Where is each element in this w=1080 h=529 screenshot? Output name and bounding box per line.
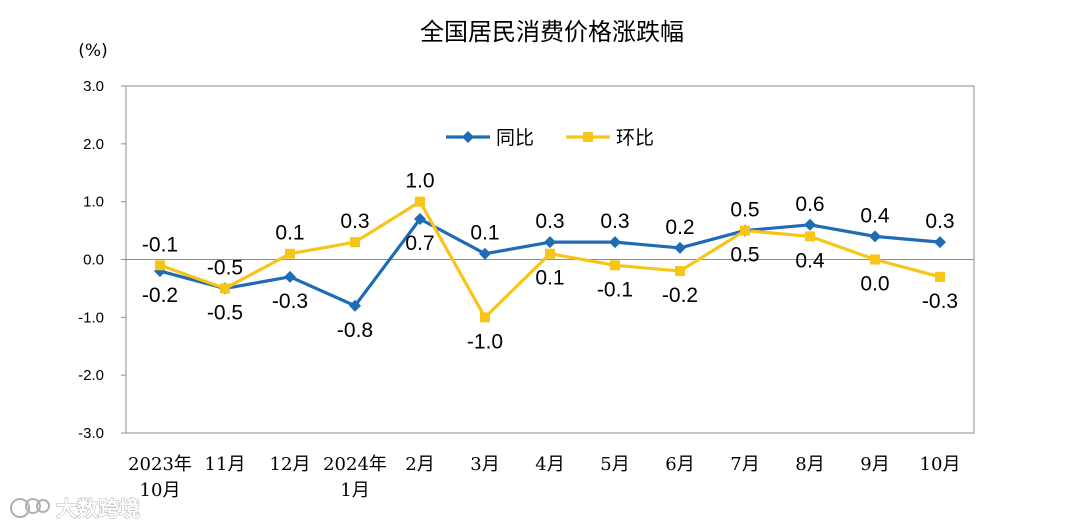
yoy-point [674, 241, 686, 254]
y-tick-label: 1.0 [83, 194, 104, 211]
y-tick-label: 0.0 [83, 252, 104, 269]
x-tick-label: 10月 [920, 454, 961, 475]
legend-marker-square [583, 132, 593, 142]
yoy-data-label: -0.5 [207, 301, 243, 324]
y-tick-label: -3.0 [78, 425, 104, 442]
legend-label: 环比 [616, 127, 654, 149]
mom-point [740, 225, 750, 236]
x-tick-label: 12月 [270, 454, 311, 475]
x-axis: 2023年 10月 11月 12月 2024年 1月 2月 3月 4月 5月 6月 7月 8月 9月 10月 [128, 454, 960, 501]
mom-point [935, 271, 945, 282]
x-tick-label: 2023年 [128, 454, 192, 475]
x-tick-label: 6月 [665, 454, 694, 475]
watermark-text: 大数跨境 [56, 497, 140, 521]
mom-data-label: -0.3 [922, 290, 958, 313]
x-tick-label: 5月 [600, 454, 629, 475]
mom-point [220, 283, 230, 294]
yoy-data-label: 0.5 [730, 199, 759, 222]
yoy-point [804, 218, 816, 231]
yoy-data-label: -0.3 [272, 290, 308, 313]
mom-data-label: 0.1 [275, 222, 304, 245]
mom-data-label: -0.1 [142, 233, 178, 256]
legend-marker-diamond [462, 131, 474, 143]
chart-title: 全国居民消费价格涨跌幅 [420, 18, 684, 46]
x-tick-label: 4月 [535, 454, 564, 475]
y-tick-label: -1.0 [78, 309, 104, 326]
series-markers [154, 196, 946, 323]
yoy-point [869, 230, 881, 243]
yoy-data-label: 0.6 [795, 193, 824, 216]
mom-data-label: 0.1 [535, 267, 564, 290]
yoy-point [479, 247, 491, 260]
mom-data-label: -0.2 [662, 284, 698, 307]
yoy-data-label: 0.4 [860, 204, 890, 227]
x-tick-label: 11月 [205, 454, 246, 475]
watermark-logo-icon [10, 498, 50, 518]
mom-point [805, 231, 815, 242]
mom-point [870, 254, 880, 265]
yoy-point [414, 213, 426, 226]
legend-label: 同比 [496, 127, 534, 149]
mom-point [545, 248, 555, 259]
x-tick-label: 1月 [340, 480, 369, 501]
mom-data-label: 0.5 [730, 244, 759, 267]
mom-data-label: 0.3 [340, 210, 369, 233]
mom-point [155, 260, 165, 271]
y-tick-label: -2.0 [78, 367, 104, 384]
x-tick-label: 7月 [730, 454, 759, 475]
y-tick-label: 3.0 [83, 78, 104, 95]
yoy-data-label: 0.1 [470, 222, 499, 245]
yoy-data-label: 0.2 [665, 216, 694, 239]
yoy-point [284, 270, 296, 283]
mom-data-label: -1.0 [467, 330, 503, 353]
legend: 同比 环比 [446, 127, 654, 149]
yoy-data-label: 0.3 [600, 210, 629, 233]
x-tick-label: 10月 [140, 480, 181, 501]
x-tick-label: 2024年 [323, 454, 387, 475]
y-axis: 3.0 2.0 1.0 0.0 -1.0 -2.0 -3.0 [78, 78, 126, 442]
yoy-point [544, 236, 556, 249]
mom-point [285, 248, 295, 259]
mom-point [480, 312, 490, 323]
yoy-data-label: 0.3 [535, 210, 564, 233]
mom-point [675, 266, 685, 277]
mom-point [610, 260, 620, 271]
y-tick-label: 2.0 [83, 136, 104, 153]
yoy-data-label: 0.3 [925, 210, 954, 233]
yoy-data-label: -0.2 [142, 284, 178, 307]
mom-data-label: 1.0 [405, 170, 434, 193]
mom-data-label: 0.0 [860, 273, 889, 296]
mom-point [415, 196, 425, 207]
x-tick-label: 3月 [470, 454, 499, 475]
mom-data-label: -0.1 [597, 278, 633, 301]
mom-point [350, 237, 360, 248]
yoy-point [934, 236, 946, 249]
x-tick-label: 2月 [405, 454, 434, 475]
x-tick-label: 8月 [795, 454, 824, 475]
y-axis-unit: (%) [78, 41, 107, 61]
yoy-data-label: 0.7 [405, 232, 434, 255]
yoy-point [349, 299, 361, 312]
yoy-data-label: -0.8 [337, 319, 373, 342]
mom-data-label: -0.5 [207, 256, 243, 279]
data-labels: -0.2 -0.5 -0.3 -0.8 0.7 0.1 0.3 0.3 0.2 0.5 0.6 0.4… [142, 170, 958, 354]
watermark: 大数跨境 [10, 497, 140, 521]
mom-data-label: 0.4 [795, 249, 825, 272]
yoy-point [609, 236, 621, 249]
x-tick-label: 9月 [860, 454, 889, 475]
